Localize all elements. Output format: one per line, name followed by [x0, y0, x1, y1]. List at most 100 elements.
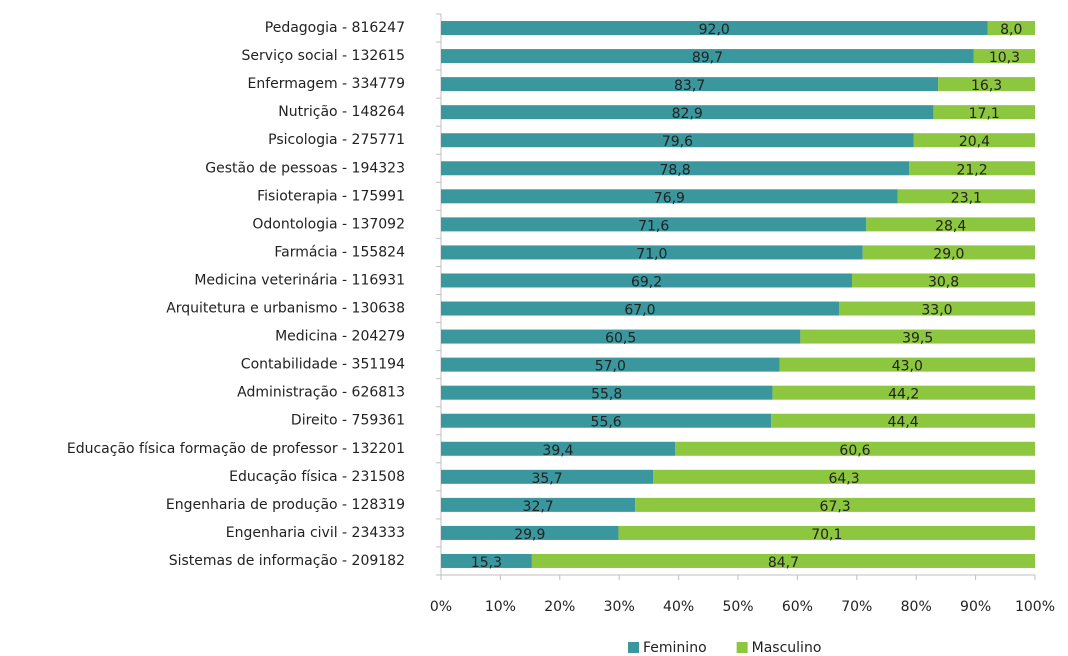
value-label: 29,0	[933, 246, 964, 262]
bar-segment	[441, 301, 839, 316]
bar-segment	[441, 357, 780, 372]
value-label: 76,9	[654, 190, 685, 206]
bar-segment	[772, 385, 1035, 400]
bar-segment	[441, 441, 676, 456]
value-label: 39,4	[542, 443, 573, 459]
legend-swatch	[628, 642, 639, 653]
legend-swatch	[736, 642, 748, 653]
legend-label: Masculino	[752, 640, 822, 656]
bar-segment	[852, 273, 1035, 288]
y-tick-label: Direito - 759361	[291, 413, 405, 429]
bar-segment	[933, 105, 1035, 120]
bar-segment	[441, 385, 773, 400]
x-tick-label: 0%	[430, 599, 452, 615]
bar-segment	[866, 217, 1035, 232]
bar-segment	[987, 21, 1035, 36]
bar-segment	[441, 21, 988, 36]
legend-label: Feminino	[643, 640, 707, 656]
value-label: 43,0	[892, 359, 923, 375]
value-label: 15,3	[471, 555, 502, 571]
bar-segment	[441, 189, 898, 204]
bar-segment	[800, 329, 1035, 344]
y-tick-label: Enfermagem - 334779	[247, 76, 405, 92]
value-label: 60,5	[605, 331, 636, 347]
bar-segment	[441, 329, 801, 344]
value-label: 71,6	[638, 218, 669, 234]
x-tick-label: 70%	[841, 599, 872, 615]
value-label: 23,1	[951, 190, 982, 206]
value-label: 67,0	[624, 303, 655, 319]
bar-segment	[779, 357, 1035, 372]
value-label: 60,6	[839, 443, 870, 459]
bar-segment	[618, 525, 1035, 540]
bar-segment	[441, 497, 636, 512]
x-tick-label: 10%	[485, 599, 516, 615]
value-label: 28,4	[935, 218, 966, 234]
y-tick-label: Educação física formação de professor - …	[67, 441, 405, 457]
x-tick-label: 40%	[663, 599, 694, 615]
value-label: 82,9	[672, 106, 703, 122]
bar-segment	[653, 469, 1035, 484]
value-label: 70,1	[811, 527, 842, 543]
value-label: 78,8	[659, 162, 690, 178]
bar-segment	[838, 301, 1035, 316]
value-label: 30,8	[928, 274, 959, 290]
x-tick-label: 80%	[901, 599, 932, 615]
value-label: 17,1	[969, 106, 1000, 122]
y-tick-label: Serviço social - 132615	[242, 48, 405, 64]
bar-segment	[897, 189, 1035, 204]
value-label: 89,7	[692, 50, 723, 66]
bar-segment	[441, 245, 863, 260]
value-label: 69,2	[631, 274, 662, 290]
bar-segment	[441, 413, 772, 428]
y-tick-label: Arquitetura e urbanismo - 130638	[166, 301, 405, 317]
x-tick-label: 30%	[604, 599, 635, 615]
bar-segment	[441, 525, 619, 540]
value-label: 39,5	[902, 331, 933, 347]
bar-segment	[973, 49, 1035, 64]
value-label: 20,4	[959, 134, 990, 150]
bar-segment	[862, 245, 1035, 260]
x-tick-label: 20%	[544, 599, 575, 615]
y-tick-label: Farmácia - 155824	[274, 244, 405, 260]
x-tick-label: 90%	[960, 599, 991, 615]
value-label: 55,8	[591, 387, 622, 403]
value-label: 64,3	[828, 471, 859, 487]
value-label: 44,4	[888, 415, 919, 431]
value-label: 55,6	[591, 415, 622, 431]
value-label: 10,3	[989, 50, 1020, 66]
bar-segment	[909, 161, 1035, 176]
y-tick-label: Engenharia de produção - 128319	[166, 497, 405, 513]
value-label: 67,3	[820, 499, 851, 515]
value-label: 21,2	[956, 162, 987, 178]
bar-segment	[441, 105, 934, 120]
bar-segment	[441, 469, 654, 484]
bar-segment	[441, 49, 974, 64]
value-label: 79,6	[662, 134, 693, 150]
value-label: 33,0	[921, 303, 952, 319]
value-label: 35,7	[531, 471, 562, 487]
y-tick-label: Engenharia civil - 234333	[226, 525, 405, 541]
y-tick-label: Sistemas de informação - 209182	[169, 553, 405, 569]
y-tick-label: Pedagogia - 816247	[265, 20, 405, 36]
bar-segment	[771, 413, 1035, 428]
value-label: 83,7	[674, 78, 705, 94]
y-tick-label: Educação física - 231508	[229, 469, 405, 485]
bar-segment	[441, 553, 532, 568]
y-tick-label: Nutrição - 148264	[278, 104, 405, 120]
y-tick-label: Fisioterapia - 175991	[257, 188, 405, 204]
bar-segment	[531, 553, 1035, 568]
bar-segment	[913, 133, 1035, 148]
y-tick-label: Medicina - 204279	[275, 329, 405, 345]
value-label: 44,2	[888, 387, 919, 403]
x-tick-label: 50%	[722, 599, 753, 615]
y-tick-label: Gestão de pessoas - 194323	[205, 160, 405, 176]
bar-segment	[675, 441, 1035, 456]
y-tick-label: Medicina veterinária - 116931	[194, 272, 405, 288]
value-label: 84,7	[768, 555, 799, 571]
y-tick-label: Odontologia - 137092	[252, 216, 405, 232]
x-tick-label: 60%	[782, 599, 813, 615]
x-tick-label: 100%	[1015, 599, 1055, 615]
bar-segment	[635, 497, 1035, 512]
